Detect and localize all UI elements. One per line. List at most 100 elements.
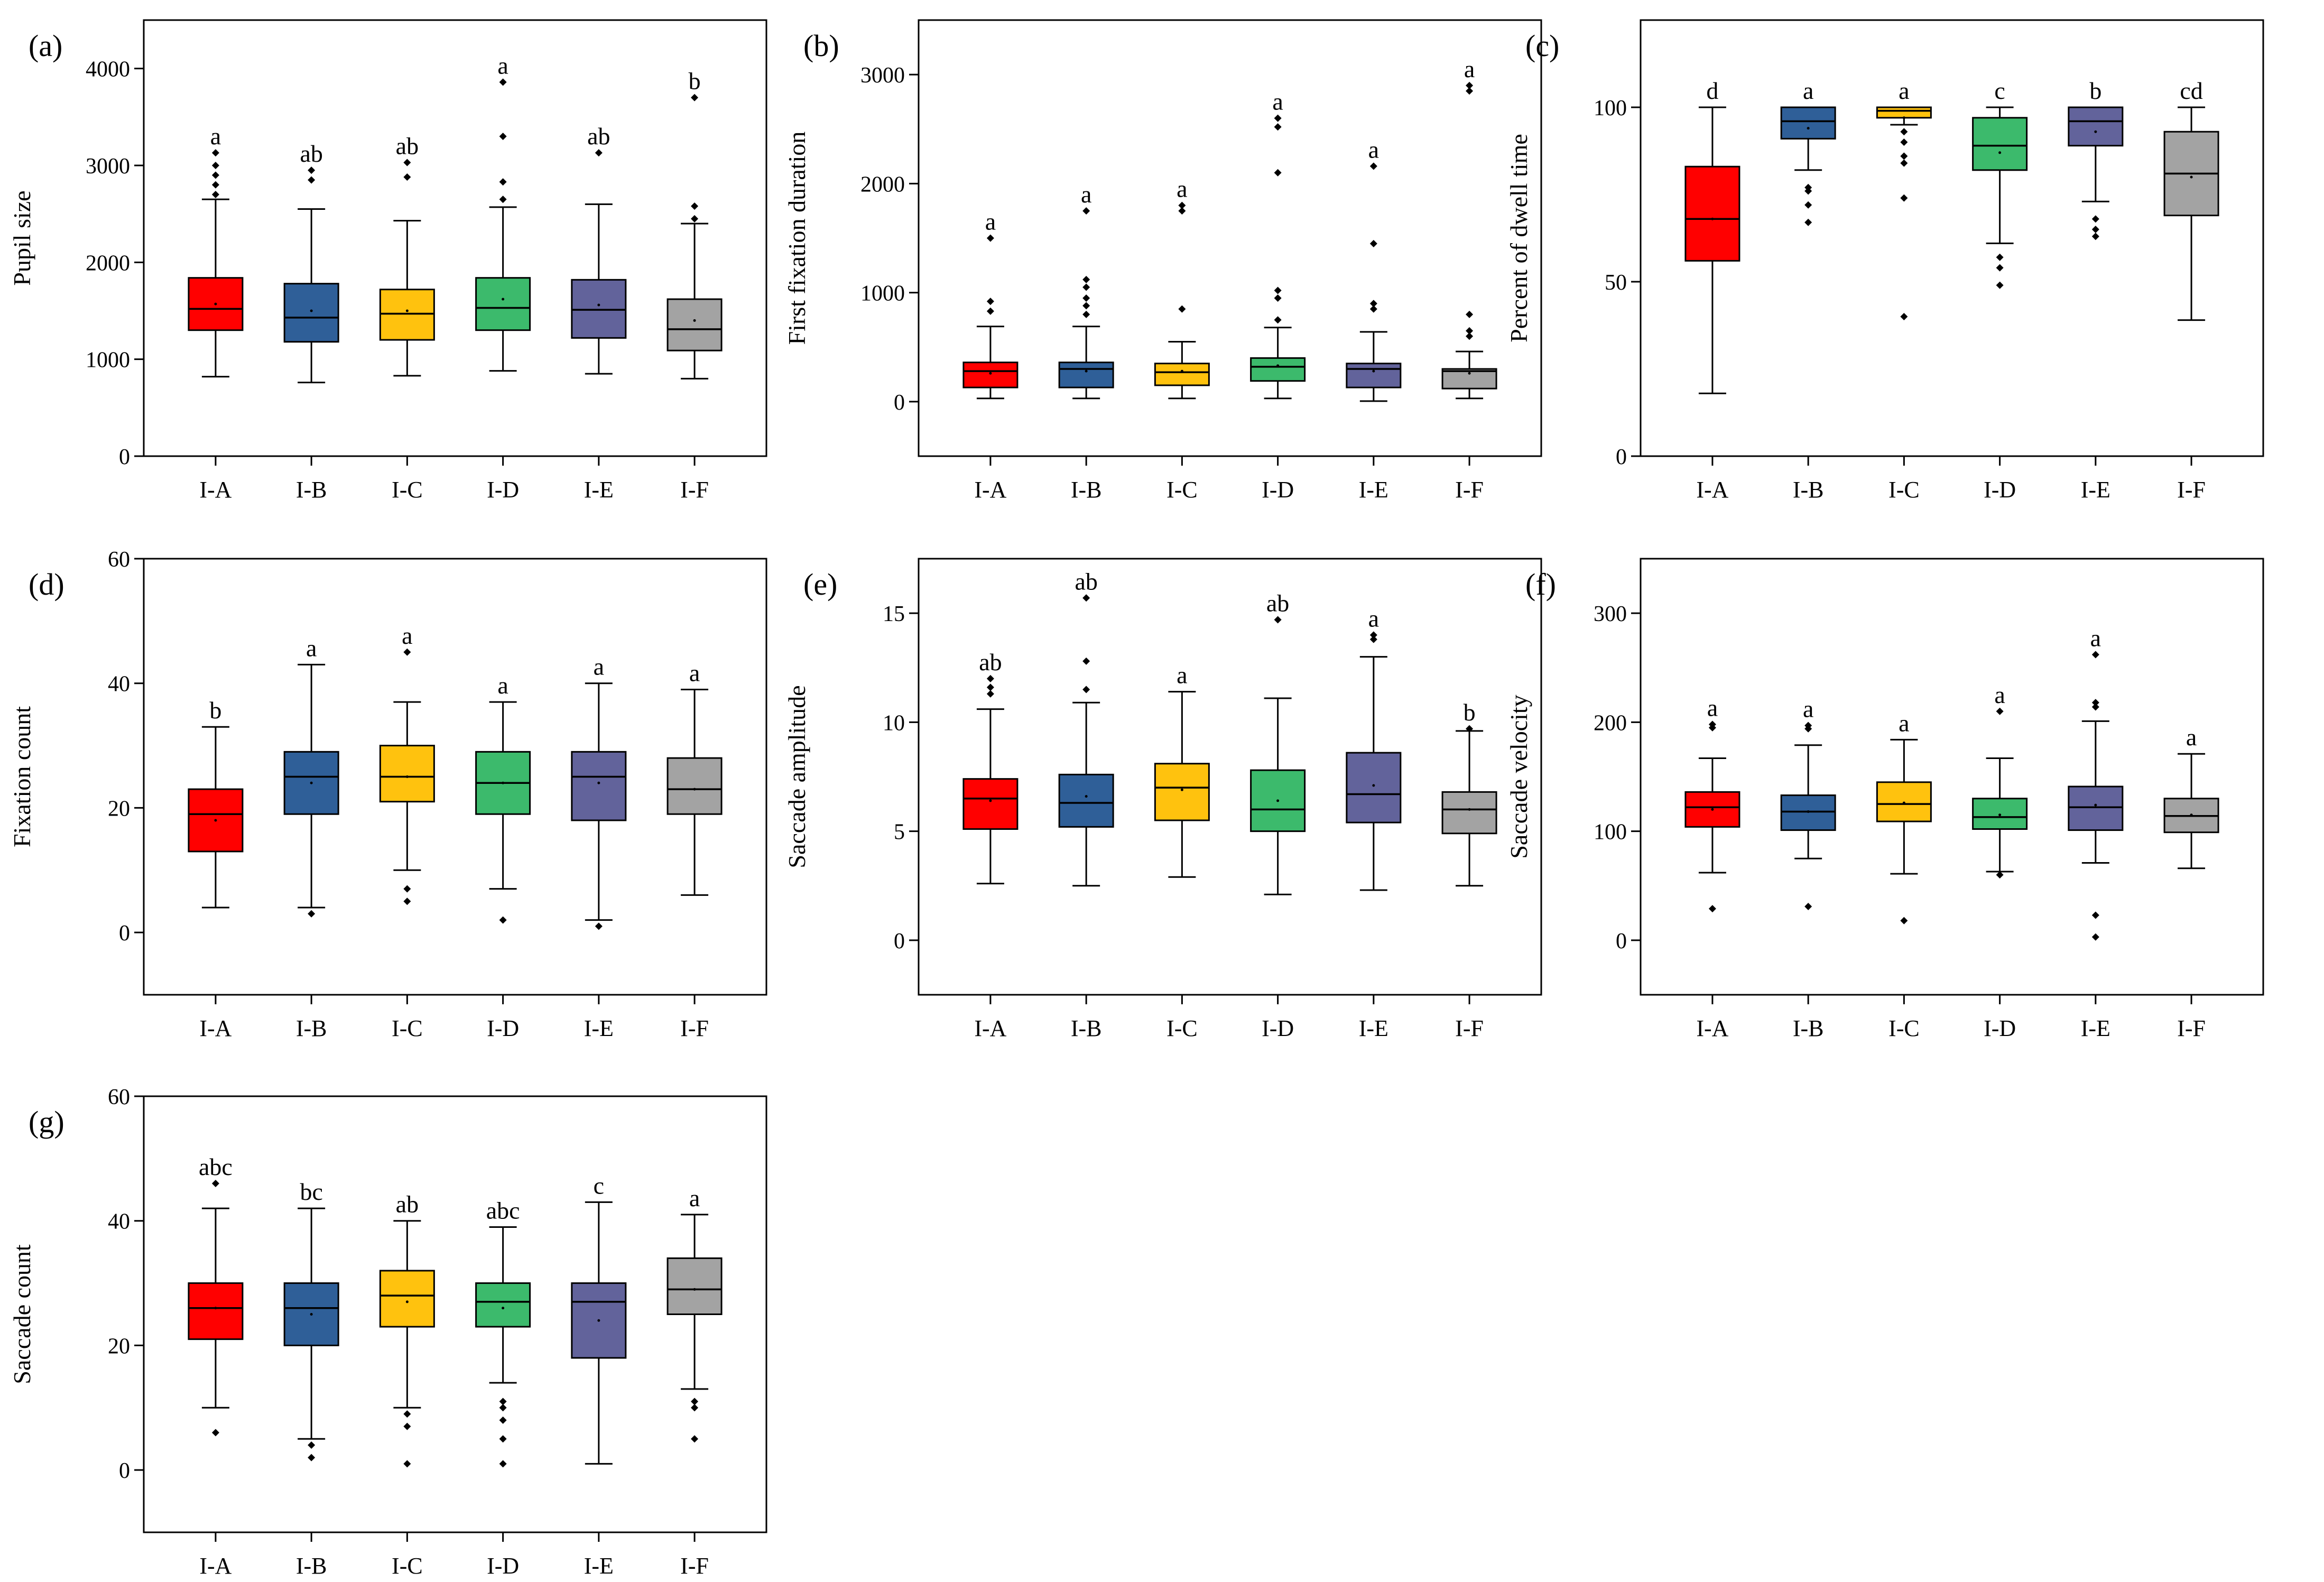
box-I-C: a — [1154, 662, 1210, 878]
box-I-D: a — [1250, 88, 1306, 400]
significance-letter: c — [1994, 77, 2005, 104]
y-axis-label: Fixation count — [8, 706, 35, 847]
iqr-box — [1346, 752, 1402, 824]
iqr-box — [962, 362, 1019, 388]
significance-letter: c — [594, 1172, 604, 1199]
outlier-point — [1274, 169, 1282, 177]
outlier-point — [499, 1416, 507, 1424]
outlier-point — [403, 898, 411, 905]
outlier-point — [691, 215, 699, 223]
outlier-point — [2091, 933, 2099, 941]
mean-point — [214, 1307, 217, 1310]
significance-letter: abc — [486, 1197, 520, 1224]
x-tick-label: I-A — [974, 1015, 1006, 1041]
y-axis-label: First fixation duration — [783, 132, 810, 345]
significance-letter: a — [594, 653, 604, 680]
outlier-point — [1996, 281, 2004, 289]
mean-point — [214, 302, 217, 306]
outlier-point — [499, 1398, 507, 1405]
mean-point — [1276, 364, 1280, 367]
outlier-point — [1274, 616, 1282, 624]
box-I-D: a — [475, 52, 531, 372]
y-tick-label: 50 — [1605, 271, 1627, 295]
outlier-point — [1466, 725, 1474, 733]
x-tick-label: I-D — [487, 1015, 519, 1041]
significance-letter: b — [689, 68, 701, 95]
y-tick-label: 10 — [883, 711, 905, 735]
outlier-point — [595, 922, 603, 930]
y-tick-label: 2000 — [860, 172, 905, 197]
outlier-point — [403, 159, 411, 166]
mean-point — [1468, 808, 1471, 811]
x-tick-label: I-C — [1166, 1015, 1198, 1041]
outlier-point — [499, 1460, 507, 1468]
y-tick-label: 0 — [119, 921, 130, 946]
outlier-point — [1369, 305, 1377, 313]
y-tick-label: 60 — [108, 1085, 130, 1109]
outlier-point — [1996, 253, 2004, 261]
plot-frame — [918, 19, 1542, 457]
x-tick-label: I-F — [680, 1553, 709, 1579]
y-tick-label: 0 — [894, 929, 905, 954]
significance-letter: a — [210, 123, 221, 150]
y-axis-label: Saccade amplitude — [783, 685, 810, 868]
significance-letter: a — [1368, 136, 1379, 163]
significance-letter: a — [689, 1185, 700, 1211]
mean-point — [1085, 369, 1088, 373]
significance-letter: b — [1464, 699, 1476, 726]
box-I-F: a — [666, 1185, 723, 1443]
x-tick-label: I-A — [199, 1553, 232, 1579]
outlier-point — [2091, 226, 2099, 233]
iqr-box — [2068, 785, 2124, 831]
significance-letter: ab — [396, 1191, 419, 1218]
outlier-point — [2091, 699, 2099, 707]
x-tick-label: I-C — [392, 1015, 423, 1041]
x-tick-label: I-C — [1166, 477, 1198, 503]
outlier-point — [1369, 162, 1377, 170]
outlier-point — [403, 1460, 411, 1468]
x-tick-label: I-F — [2177, 1015, 2206, 1041]
mean-point — [597, 303, 600, 307]
y-tick-label: 0 — [1616, 445, 1627, 469]
iqr-box — [1250, 357, 1306, 382]
panel-f: (f) Saccade velocity 0 100 200 300 I-A I-B I-C I-… — [1505, 558, 2264, 1041]
x-tick-label: I-B — [296, 1553, 327, 1579]
outlier-point — [1466, 310, 1474, 318]
y-tick-label: 5 — [894, 820, 905, 845]
iqr-box — [962, 778, 1019, 830]
significance-letter: a — [2186, 724, 2197, 751]
outlier-point — [1178, 201, 1186, 209]
box-I-E: a — [2068, 625, 2124, 941]
x-tick-label: I-E — [1359, 477, 1388, 503]
outlier-point — [499, 196, 507, 203]
box-I-A: d — [1684, 77, 1740, 394]
outlier-point — [1900, 194, 1908, 202]
significance-letter: a — [402, 622, 412, 649]
panel-label: (a) — [29, 29, 62, 63]
mean-point — [1807, 810, 1810, 813]
y-tick-label: 100 — [1594, 820, 1627, 845]
outlier-point — [403, 1410, 411, 1418]
x-tick-label: I-D — [487, 1553, 519, 1579]
outlier-point — [403, 1422, 411, 1430]
box-I-A: a — [188, 123, 244, 378]
significance-letter: a — [1707, 695, 1718, 721]
plot-frame — [143, 19, 767, 457]
iqr-box — [2068, 106, 2124, 147]
mean-point — [2190, 175, 2193, 179]
outlier-point — [308, 176, 316, 184]
box-I-A: b — [188, 697, 244, 909]
x-tick-label: I-D — [1262, 1015, 1294, 1041]
box-I-F: b — [1441, 699, 1497, 887]
outlier-point — [1466, 332, 1474, 340]
panel-label: (c) — [1525, 29, 1559, 63]
mean-point — [597, 1319, 600, 1322]
outlier-point — [986, 683, 994, 691]
x-tick-label: I-B — [1071, 1015, 1102, 1041]
mean-point — [989, 372, 992, 375]
outlier-point — [1369, 631, 1377, 639]
outlier-point — [499, 78, 507, 86]
outlier-point — [691, 1404, 699, 1412]
significance-letter: a — [1081, 181, 1091, 208]
